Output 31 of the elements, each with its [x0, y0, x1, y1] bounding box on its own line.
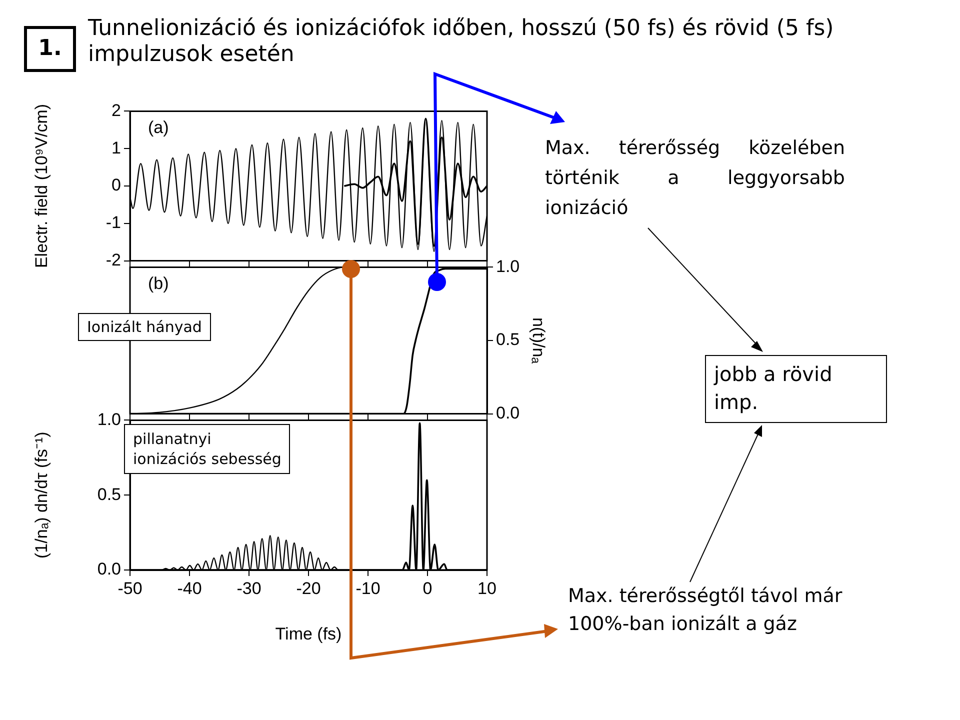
y2-axis-title: n(t)/nₐ: [529, 317, 548, 364]
chart-title: Tunnelionizáció és ionizációfok időben, hosszú (50 fs) és rövid (5 fs) impulzusok esetén: [88, 16, 835, 68]
y-tick-label: 2: [112, 100, 121, 120]
y-tick-label: 0.0: [97, 560, 121, 579]
x-tick-label: 10: [478, 578, 496, 598]
y-tick-label: -2: [106, 250, 121, 270]
text: Max. térerősségtől távol már 100%-ban ionizált a gáz: [568, 584, 844, 637]
x-axis-title: Time (fs): [275, 624, 342, 644]
annotation: pillanatnyi ionizációs sebesség: [124, 424, 290, 474]
x-tick-label: 0: [422, 578, 432, 598]
y-tick-label: 0: [112, 176, 121, 195]
annotation: (a): [148, 118, 169, 138]
annotation: (b): [148, 274, 169, 294]
y-tick-label: 1: [112, 138, 121, 158]
text: 1.: [24, 26, 76, 72]
x-tick-label: -50: [118, 578, 142, 598]
y2-tick-label: 0.5: [496, 330, 520, 350]
y2-tick-label: 0.0: [496, 403, 520, 422]
x-tick-label: -30: [236, 578, 262, 598]
y-tick-label: 1.0: [97, 410, 121, 429]
y-axis-title: Electr. field (10⁹V/cm): [32, 104, 51, 268]
y-axis-title: (1/nₐ) dn/dτ (fs⁻¹): [32, 432, 51, 558]
y-tick-label: 0.5: [97, 484, 121, 504]
text: jobb a rövid imp.: [705, 355, 887, 423]
text: Max. térerősség közelében történik a leggyorsabb ionizáció: [545, 136, 845, 221]
x-tick-label: -20: [296, 578, 321, 598]
y-tick-label: -1: [106, 213, 121, 232]
x-tick-label: -10: [356, 578, 380, 598]
annotation: Ionizált hányad: [78, 313, 211, 341]
y2-tick-label: 1.0: [496, 256, 520, 276]
x-tick-label: -40: [177, 578, 202, 598]
